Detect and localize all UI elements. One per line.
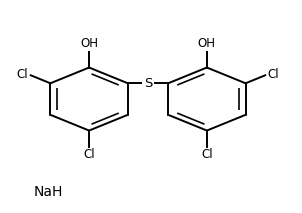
Text: Cl: Cl (201, 148, 213, 161)
Text: S: S (144, 77, 152, 90)
Text: Cl: Cl (83, 148, 95, 161)
Text: NaH: NaH (34, 185, 63, 199)
Text: OH: OH (198, 37, 216, 50)
Text: Cl: Cl (268, 68, 279, 81)
Text: OH: OH (80, 37, 98, 50)
Text: Cl: Cl (17, 68, 28, 81)
